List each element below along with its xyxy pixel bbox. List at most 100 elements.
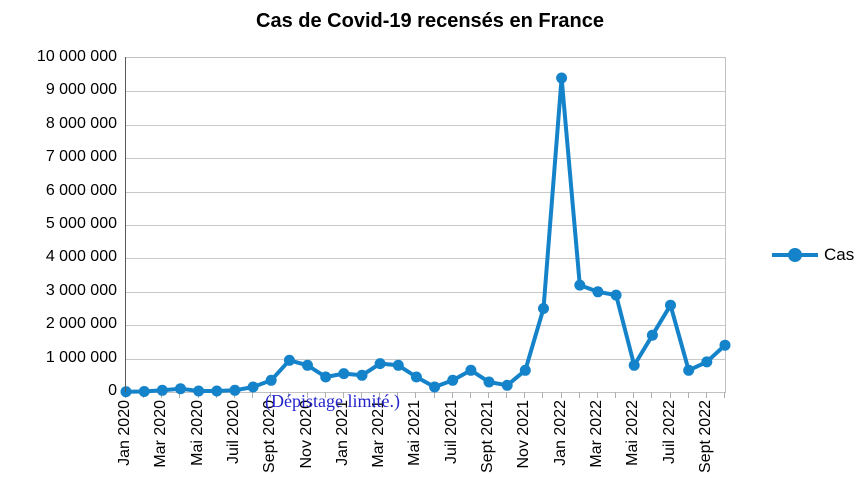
x-tick-label: Mai 2022 bbox=[624, 400, 641, 466]
gridline bbox=[126, 125, 725, 126]
data-point bbox=[483, 376, 495, 388]
x-tick-mark bbox=[670, 392, 671, 398]
x-tick-mark bbox=[307, 392, 308, 398]
data-point bbox=[628, 359, 640, 371]
y-tick-label: 3 000 000 bbox=[45, 282, 117, 299]
series-svg bbox=[120, 72, 731, 398]
x-tick-mark bbox=[452, 392, 453, 398]
gridline bbox=[126, 292, 725, 293]
data-point bbox=[356, 369, 368, 381]
x-tick-mark bbox=[361, 392, 362, 398]
y-tick-label: 9 000 000 bbox=[45, 81, 117, 98]
legend-label: Cas bbox=[824, 245, 855, 264]
data-point bbox=[719, 339, 731, 351]
x-tick-label: Juil 2021 bbox=[443, 400, 460, 465]
x-tick-mark bbox=[288, 392, 289, 398]
x-tick-label: Sept 2021 bbox=[479, 400, 496, 473]
data-point bbox=[175, 383, 186, 395]
data-point bbox=[302, 359, 313, 371]
data-point bbox=[465, 364, 477, 376]
series-line bbox=[125, 76, 727, 394]
gridline bbox=[126, 258, 725, 259]
x-tick-mark bbox=[415, 392, 416, 398]
y-tick-label: 0 bbox=[108, 382, 117, 399]
data-point bbox=[538, 303, 549, 314]
data-point bbox=[283, 354, 295, 366]
data-point bbox=[665, 299, 676, 311]
data-point bbox=[574, 279, 586, 291]
x-tick-mark bbox=[615, 392, 616, 398]
x-tick-label: Jan 2022 bbox=[552, 400, 569, 466]
gridline bbox=[126, 359, 725, 360]
x-tick-label: Mai 2020 bbox=[189, 400, 206, 466]
data-point bbox=[447, 374, 459, 386]
x-tick-label: Nov 2020 bbox=[298, 400, 315, 469]
data-point bbox=[338, 368, 350, 380]
annotation-depistage: (Dépistage limité.) bbox=[265, 391, 400, 411]
data-point bbox=[646, 329, 658, 341]
x-tick-mark bbox=[579, 392, 580, 398]
data-point bbox=[410, 371, 422, 383]
chart-title: Cas de Covid-19 recensés en France bbox=[256, 10, 604, 32]
x-tick-mark bbox=[651, 392, 652, 398]
x-tick-mark bbox=[506, 392, 507, 398]
data-point bbox=[701, 356, 713, 368]
x-tick-mark bbox=[488, 392, 489, 398]
x-tick-label: Nov 2021 bbox=[515, 400, 532, 469]
x-tick-label: Jan 2021 bbox=[334, 400, 351, 466]
gridline bbox=[126, 225, 725, 226]
x-tick-mark bbox=[688, 392, 689, 398]
x-tick-mark bbox=[633, 392, 634, 398]
x-tick-label: Mar 2022 bbox=[588, 400, 605, 468]
gridline bbox=[126, 192, 725, 193]
x-tick-label: Mar 2020 bbox=[152, 400, 169, 468]
x-tick-label: Mar 2021 bbox=[370, 400, 387, 468]
legend: Cas bbox=[772, 245, 854, 265]
plot-area: (Dépistage limité.) bbox=[120, 57, 731, 411]
data-point bbox=[211, 385, 223, 397]
x-tick-mark bbox=[724, 392, 725, 398]
data-point bbox=[592, 286, 604, 298]
data-point bbox=[156, 384, 168, 396]
y-tick-label: 4 000 000 bbox=[45, 248, 117, 265]
x-tick-mark bbox=[706, 392, 707, 398]
data-point bbox=[610, 289, 622, 301]
x-tick-label: Mai 2021 bbox=[406, 400, 423, 466]
x-tick-label: Juil 2020 bbox=[225, 400, 242, 465]
x-tick-label: Juil 2022 bbox=[661, 400, 678, 465]
x-tick-mark bbox=[343, 392, 344, 398]
x-tick-mark bbox=[434, 392, 435, 398]
legend-dot-icon bbox=[788, 248, 802, 262]
data-point bbox=[247, 381, 259, 393]
x-tick-mark bbox=[542, 392, 543, 398]
gridline bbox=[126, 91, 725, 92]
y-tick-label: 6 000 000 bbox=[45, 182, 117, 199]
x-tick-label: Sept 2020 bbox=[261, 400, 278, 473]
y-tick-label: 2 000 000 bbox=[45, 315, 117, 332]
x-tick-mark bbox=[470, 392, 471, 398]
legend-line-marker-icon bbox=[772, 245, 818, 265]
y-axis-line bbox=[125, 57, 126, 392]
data-point bbox=[138, 386, 150, 397]
data-point bbox=[229, 384, 241, 396]
y-tick-label: 5 000 000 bbox=[45, 215, 117, 232]
y-tick-label: 7 000 000 bbox=[45, 148, 117, 165]
data-point bbox=[120, 386, 132, 398]
y-tick-label: 10 000 000 bbox=[36, 48, 117, 65]
data-point bbox=[374, 358, 386, 370]
x-tick-mark bbox=[524, 392, 525, 398]
data-point bbox=[193, 385, 205, 397]
data-point bbox=[683, 364, 695, 376]
data-point bbox=[519, 364, 531, 376]
x-tick-mark bbox=[397, 392, 398, 398]
data-point bbox=[556, 72, 568, 84]
x-tick-label: Jan 2020 bbox=[116, 400, 133, 466]
data-point bbox=[501, 379, 513, 391]
x-tick-mark bbox=[379, 392, 380, 398]
data-point bbox=[392, 359, 404, 371]
gridline bbox=[126, 158, 725, 159]
x-tick-mark bbox=[325, 392, 326, 398]
gridline bbox=[126, 325, 725, 326]
x-tick-mark bbox=[270, 392, 271, 398]
